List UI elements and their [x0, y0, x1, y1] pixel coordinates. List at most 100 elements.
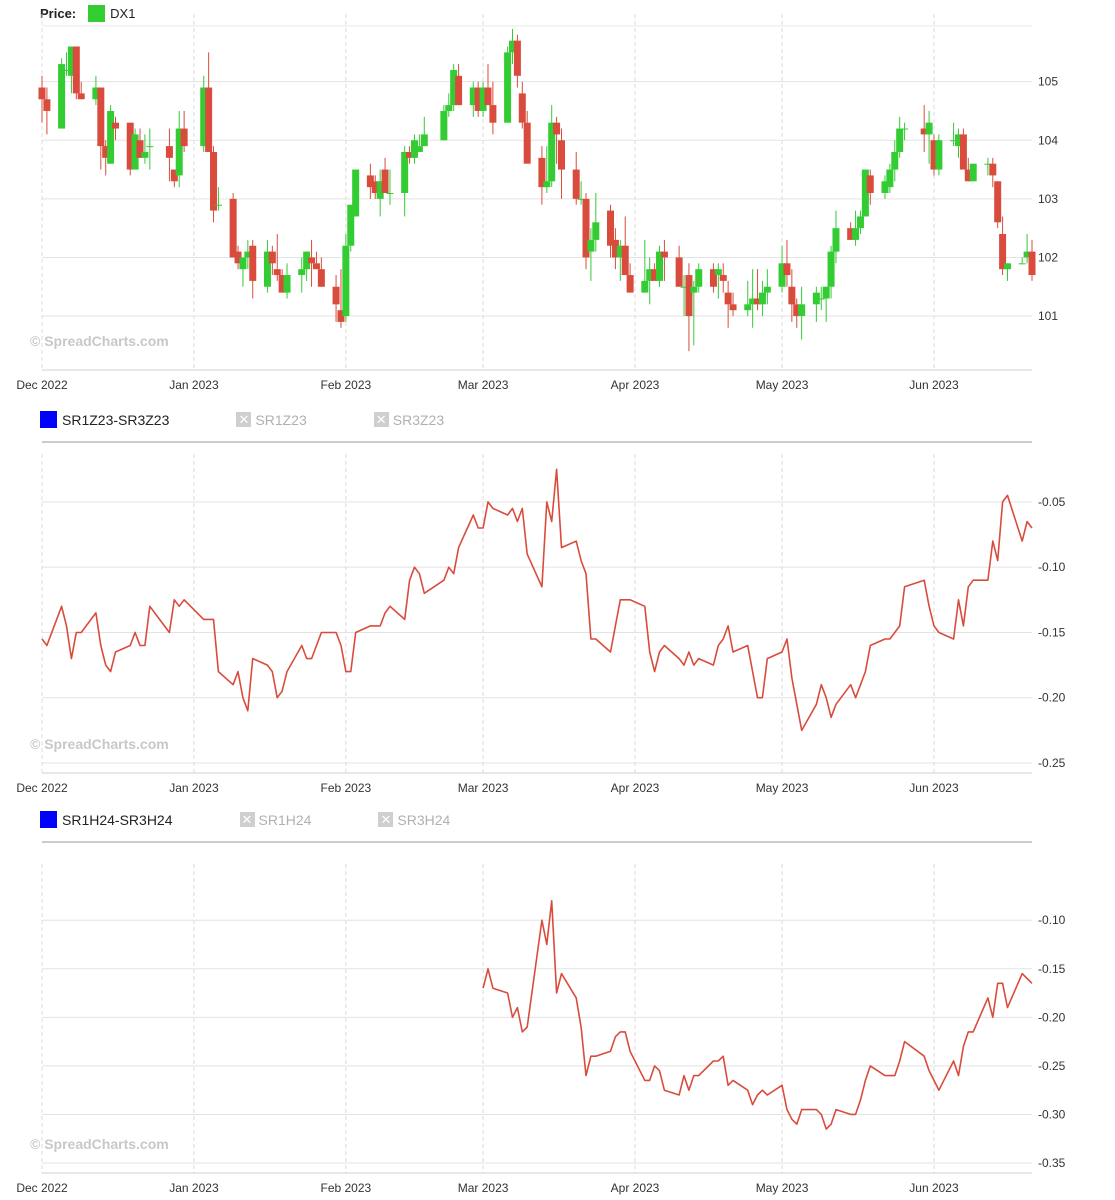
- y-tick-label: -0.15: [1038, 962, 1066, 976]
- candle-body: [474, 87, 482, 111]
- candle-body: [401, 151, 409, 193]
- candle-body: [484, 87, 492, 106]
- x-tick-label: May 2023: [756, 781, 809, 795]
- candle-body: [709, 269, 717, 287]
- sr1z23-legend-text: SR1Z23: [255, 411, 307, 428]
- candle-body: [469, 87, 477, 106]
- hidden-series-icon: ✕: [236, 412, 252, 427]
- candle-body: [489, 105, 497, 123]
- candle-body: [626, 275, 634, 293]
- candle-body: [641, 280, 649, 293]
- candle-body: [577, 198, 585, 200]
- candle-body: [347, 204, 355, 246]
- watermark: © SpreadCharts.com: [30, 1136, 169, 1152]
- candle-body: [136, 140, 144, 158]
- sr1h24-legend-text: SR1H24: [258, 811, 312, 828]
- candle-body: [63, 69, 71, 71]
- legend-item-sr1h24[interactable]: ✕ SR1H24: [239, 811, 312, 828]
- y-tick-label: 104: [1038, 133, 1058, 147]
- candle-body: [558, 140, 566, 170]
- legend-item-dx1[interactable]: DX1: [88, 5, 135, 22]
- y-tick-label: -0.30: [1038, 1107, 1066, 1121]
- legend-item-sr3h24[interactable]: ✕ SR3H24: [378, 812, 450, 828]
- candle-body: [896, 128, 904, 152]
- candle-body: [165, 146, 173, 158]
- candle-body: [866, 175, 874, 193]
- x-tick-label: Mar 2023: [458, 1181, 509, 1195]
- candle-body: [763, 286, 771, 293]
- y-tick-label: 103: [1038, 192, 1058, 206]
- legend-item-sr1z23[interactable]: ✕ SR1Z23: [236, 411, 307, 428]
- y-tick-label: -0.35: [1038, 1156, 1066, 1170]
- candle-body: [812, 292, 820, 305]
- candle-body: [901, 128, 909, 130]
- price-candlestick-chart[interactable]: 101 102 103 104 105 Dec 2022 Jan 2023 Feb 2023 M…: [0, 0, 1115, 400]
- legend-item-sr1z23-sr3z23[interactable]: SR1Z23-SR3Z23: [40, 411, 169, 428]
- candle-body: [930, 140, 938, 170]
- y-tick-label: 105: [1038, 75, 1058, 89]
- candle-body: [714, 269, 722, 276]
- x-tick-label: Dec 2022: [16, 378, 68, 392]
- x-tick-label: May 2023: [756, 1181, 809, 1195]
- x-tick-label: Jun 2023: [909, 781, 959, 795]
- sr1z23-sr3z23-swatch: [40, 411, 57, 428]
- dx1-legend-text: DX1: [110, 6, 136, 21]
- x-tick-label: Jun 2023: [909, 378, 959, 392]
- series-line: [41, 468, 1033, 732]
- candle-body: [758, 292, 766, 305]
- candle-body: [239, 257, 247, 270]
- x-tick-label: Apr 2023: [611, 1181, 660, 1195]
- legend-item-sr1h24-sr3h24[interactable]: SR1H24-SR3H24: [40, 811, 173, 828]
- price-legend: Price: DX1: [40, 5, 135, 22]
- y-tick-label: -0.25: [1038, 1059, 1066, 1073]
- candle-body: [298, 269, 306, 276]
- candle-body: [278, 275, 286, 293]
- candle-body: [724, 292, 732, 305]
- candle-body: [754, 298, 762, 305]
- candle-body: [337, 310, 345, 322]
- candle-body: [886, 169, 894, 188]
- candle-body: [308, 257, 316, 264]
- y-tick-label: -0.10: [1038, 560, 1066, 574]
- sr3z23-legend-text: SR3Z23: [392, 411, 445, 428]
- candle-body: [371, 181, 379, 193]
- candle-body: [131, 134, 139, 170]
- candle-body: [67, 46, 75, 76]
- candle-body: [1018, 263, 1026, 265]
- candle-body: [376, 181, 384, 199]
- x-tick-label: Mar 2023: [458, 378, 509, 392]
- candle-body: [822, 286, 830, 299]
- candle-body: [102, 146, 110, 158]
- y-tick-label: -0.05: [1038, 495, 1066, 509]
- candle-body: [984, 163, 992, 165]
- candle-body: [817, 298, 825, 300]
- candle-body: [827, 251, 835, 287]
- candle-body: [1003, 263, 1011, 270]
- sr1z23-sr3z23-legend-text: SR1Z23-SR3Z23: [62, 411, 170, 428]
- y-tick-label: -0.15: [1038, 625, 1066, 639]
- candle-body: [891, 151, 899, 170]
- candle-body: [964, 169, 972, 182]
- candle-body: [126, 122, 134, 170]
- legend-item-sr3z23[interactable]: ✕ SR3Z23: [373, 411, 445, 428]
- candle-body: [749, 298, 757, 305]
- candle-body: [788, 286, 796, 305]
- candle-body: [553, 122, 561, 135]
- y-tick-label: -0.25: [1038, 756, 1066, 770]
- candle-body: [548, 122, 556, 182]
- y-tick-label: 102: [1038, 250, 1058, 264]
- spread-z23-line-chart[interactable]: -0.05 -0.10 -0.15 -0.20 -0.25 Dec 2022 Jan 202…: [0, 400, 1115, 800]
- candle-body: [729, 304, 737, 311]
- candle-body: [646, 269, 654, 281]
- candle-body: [856, 216, 864, 229]
- spread-h24-line-chart[interactable]: -0.10 -0.15 -0.20 -0.25 -0.30 -0.35 Dec 2022 Ja…: [0, 800, 1115, 1200]
- price-legend-label: Price:: [40, 6, 77, 21]
- candle-body: [381, 169, 389, 193]
- candle-body: [97, 87, 105, 147]
- x-tick-label: Apr 2023: [611, 781, 660, 795]
- candle-body: [587, 239, 595, 252]
- candle-body: [504, 52, 512, 123]
- candle-body: [582, 198, 590, 258]
- candle-body: [72, 46, 80, 94]
- candle-body: [611, 239, 619, 258]
